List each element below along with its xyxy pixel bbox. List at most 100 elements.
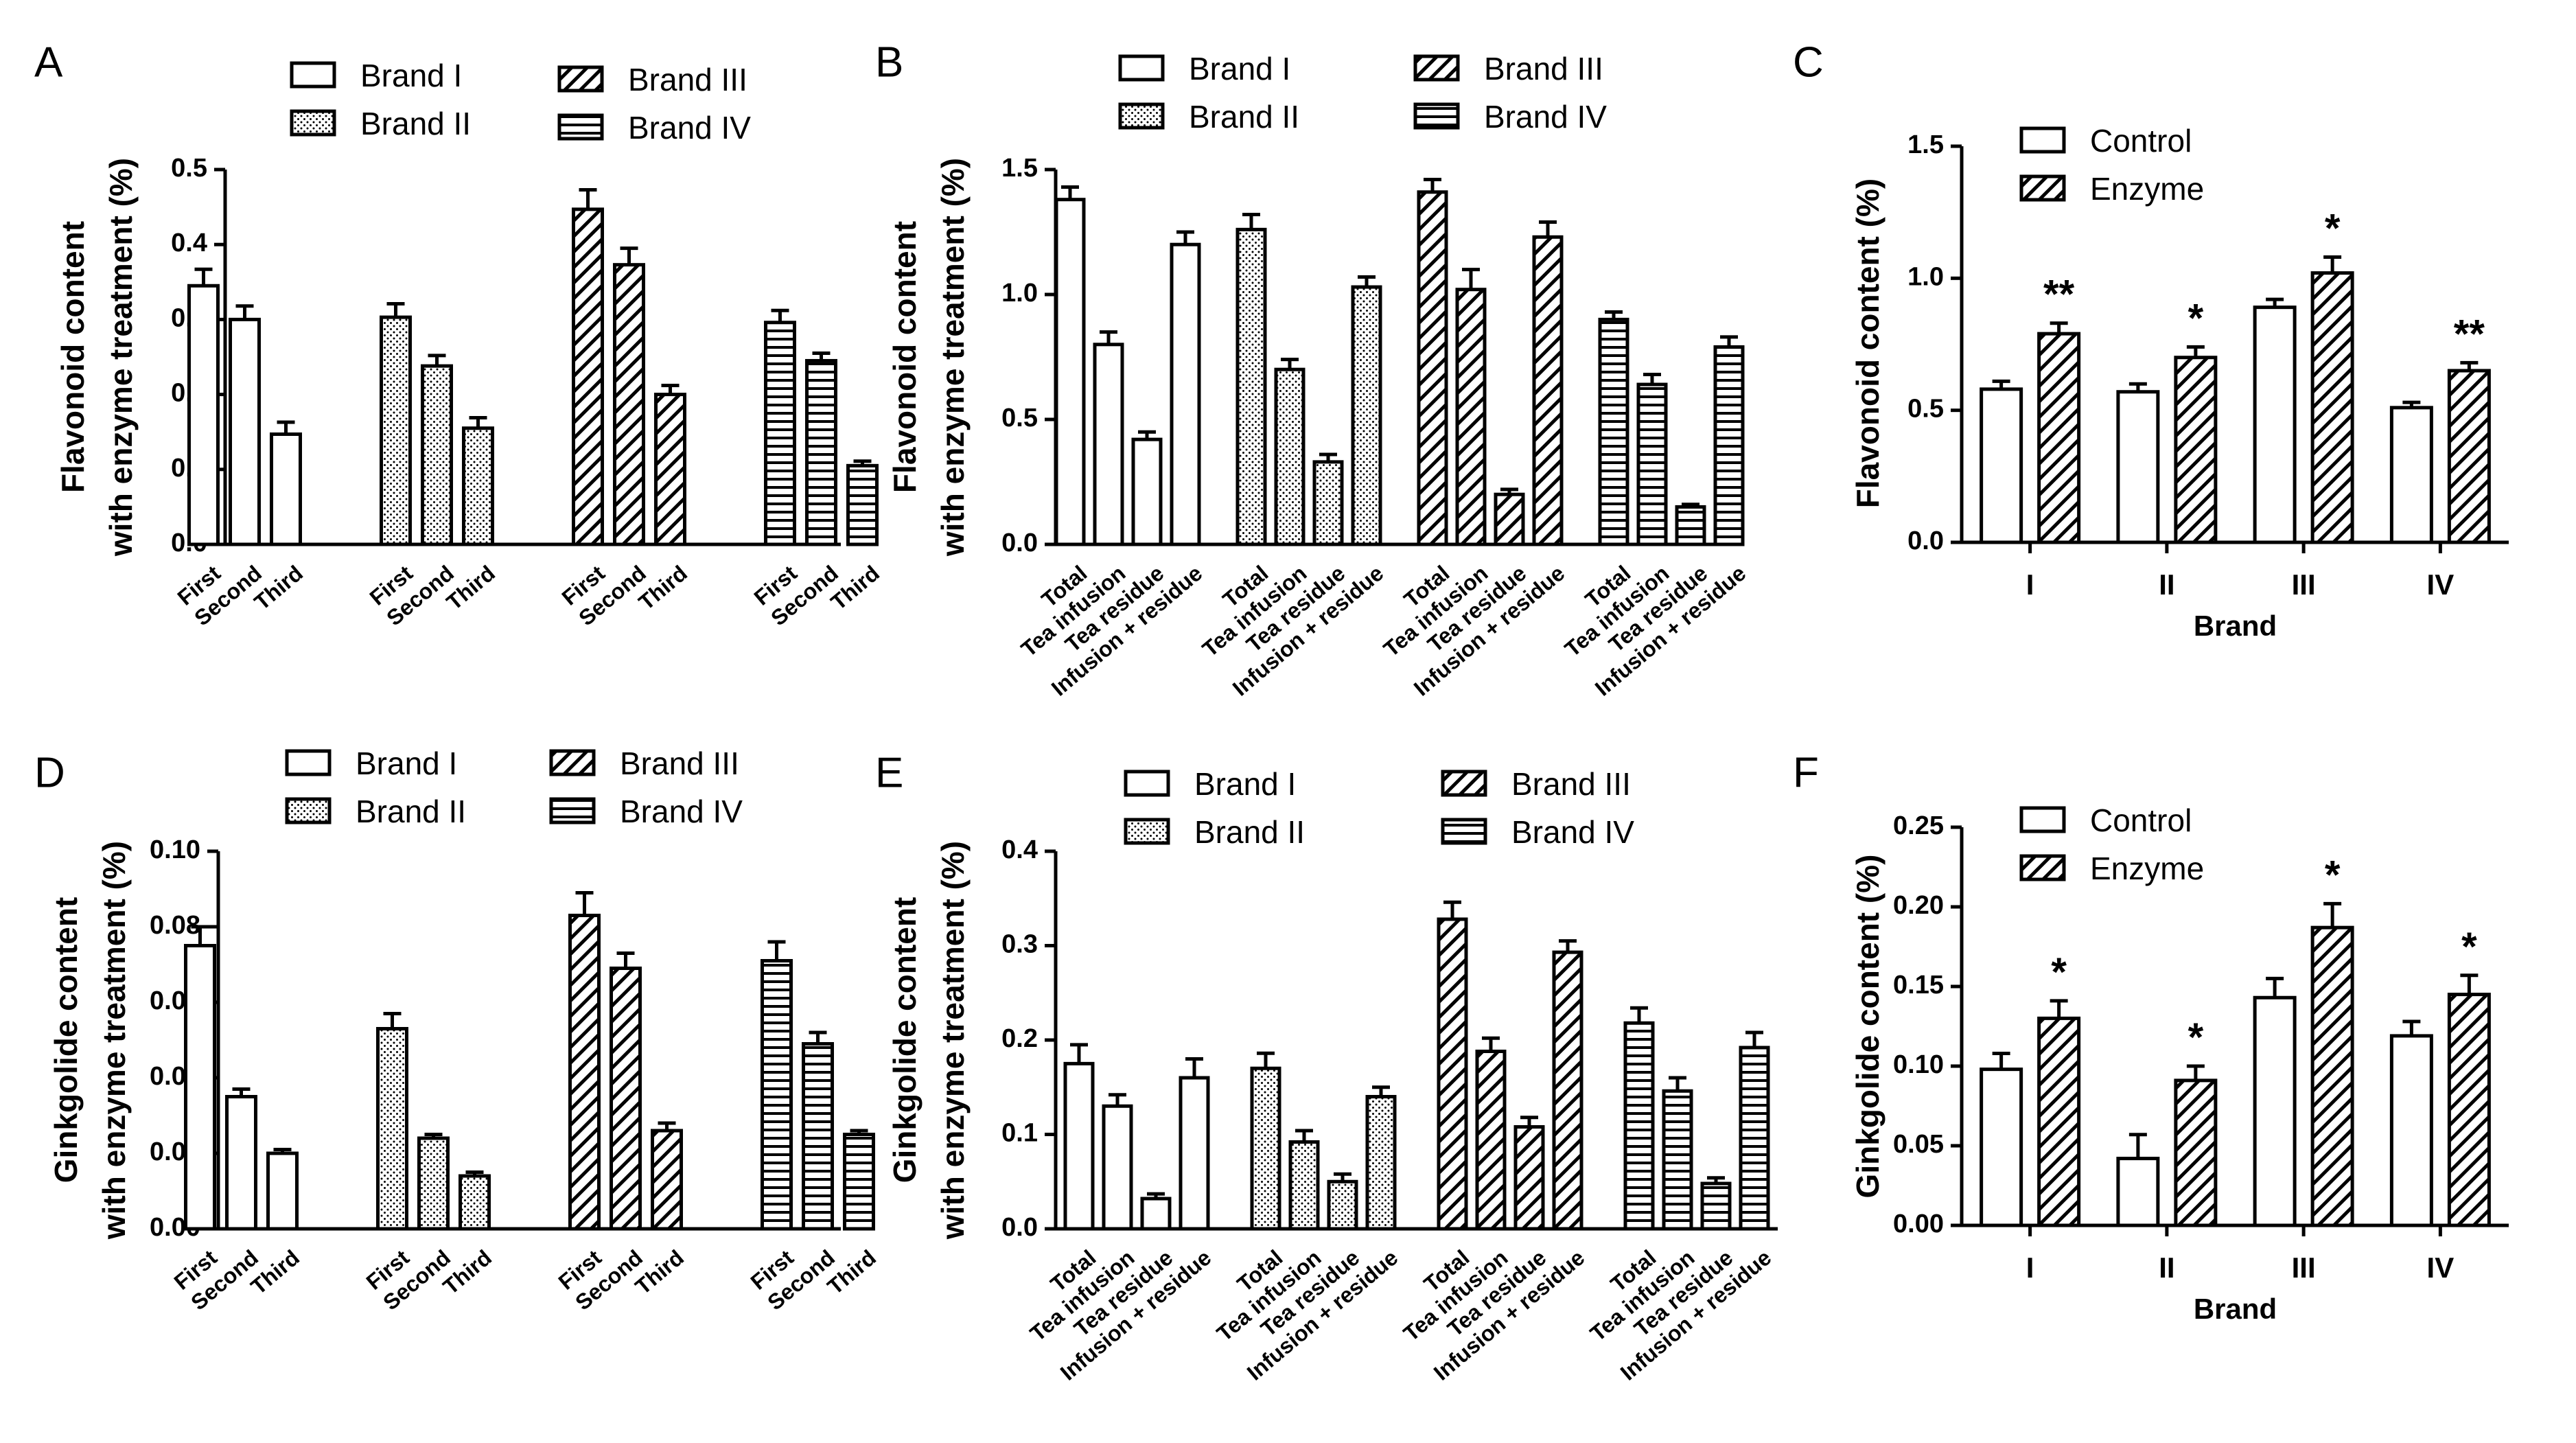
bar — [462, 426, 494, 546]
bar — [613, 263, 645, 546]
legend-label: Brand II — [1194, 814, 1305, 850]
legend-label: Brand I — [1189, 51, 1290, 86]
bar — [2447, 369, 2491, 544]
y-tick-label: 0.05 — [1893, 1130, 1944, 1159]
bar — [1365, 1095, 1397, 1231]
bar — [1288, 1140, 1320, 1231]
bar — [225, 1095, 257, 1231]
chart-panel-B: B Brand I Brand II Brand III Brand IV 0.0 0.5 1… — [875, 38, 1750, 700]
bar — [1513, 1125, 1545, 1231]
y-tick-label: 0.2 — [1001, 1024, 1038, 1053]
legend-swatch — [549, 749, 596, 776]
bar — [2389, 406, 2433, 544]
bar — [1351, 285, 1382, 546]
bar — [1494, 492, 1525, 546]
y-tick-label: 0.1 — [1001, 1119, 1038, 1148]
y-axis-label: Flavonoid content — [887, 221, 923, 493]
bar — [1475, 1050, 1507, 1231]
y-axis-label: Ginkgolide content — [887, 897, 923, 1184]
bar — [2389, 1034, 2433, 1227]
x-tick-label: Third — [442, 561, 500, 615]
y-axis-label: Ginkgolide content — [48, 897, 84, 1184]
bar — [1170, 242, 1201, 546]
legend-swatch — [2019, 806, 2066, 833]
bar — [2174, 1078, 2218, 1227]
bar — [1700, 1181, 1732, 1231]
legend-swatch — [2019, 126, 2066, 154]
y-tick-label: 0.5 — [1907, 395, 1944, 424]
bar — [1327, 1179, 1358, 1231]
x-tick-label: IV — [2427, 568, 2455, 601]
legend-swatch — [285, 797, 332, 824]
legend-label: Brand III — [1484, 51, 1603, 86]
x-tick-label: IV — [2427, 1251, 2455, 1284]
legend-label: Control — [2090, 123, 2192, 159]
x-tick-label: Third — [823, 1245, 881, 1300]
bar — [2253, 305, 2297, 544]
bar — [568, 914, 601, 1231]
bar — [1532, 235, 1564, 546]
bar — [1054, 198, 1086, 546]
bar — [764, 321, 796, 546]
bar — [1274, 367, 1306, 546]
bar — [459, 1174, 491, 1231]
panel-label: A — [34, 38, 63, 86]
legend-label: Brand IV — [1484, 99, 1607, 135]
bar — [421, 364, 453, 546]
legend-swatch — [557, 65, 604, 93]
bar — [266, 1151, 299, 1231]
bar — [1140, 1197, 1172, 1231]
bar — [1662, 1089, 1693, 1231]
bar — [417, 1136, 450, 1231]
y-tick-label: 1.5 — [1907, 130, 1944, 159]
legend-swatch — [290, 109, 336, 137]
legend-label: Brand II — [356, 794, 466, 829]
y-axis-label: Ginkgolide content (%) — [1850, 855, 1885, 1199]
bar — [2253, 995, 2297, 1227]
bar — [1093, 343, 1124, 546]
legend-swatch — [2019, 174, 2066, 202]
panel-label: B — [875, 38, 903, 86]
y-tick-label: 0.0 — [1001, 1213, 1038, 1242]
legend-swatch — [549, 797, 596, 824]
y-tick-label: 0.3 — [1001, 930, 1038, 959]
bar — [2447, 993, 2491, 1227]
chart-panel-F: F Control Enzyme 0.00 0.05 0.10 0.15 0.20 0.25 Gi… — [1793, 749, 2509, 1325]
legend-label: Brand IV — [1511, 814, 1634, 850]
significance-marker: * — [2325, 853, 2341, 897]
bar — [2037, 332, 2081, 544]
x-axis-label: Brand — [2194, 610, 2277, 642]
bar — [2310, 271, 2354, 544]
legend-swatch — [1413, 54, 1460, 82]
bar — [376, 1027, 408, 1231]
significance-marker: ** — [2043, 273, 2075, 317]
bar — [1063, 1061, 1095, 1231]
bar — [846, 463, 879, 546]
bar — [1455, 288, 1487, 546]
y-axis-label: Flavonoid content (%) — [1850, 178, 1885, 508]
bar — [1980, 387, 2023, 544]
bar — [1598, 317, 1629, 546]
x-tick-label: III — [2292, 1251, 2316, 1284]
bar — [1417, 190, 1448, 546]
x-tick-label: I — [2026, 1251, 2034, 1284]
bar — [2116, 1157, 2160, 1227]
y-tick-label: 0.25 — [1893, 811, 1944, 840]
bar — [380, 315, 412, 546]
x-tick-label: Third — [250, 561, 308, 615]
y-tick-label: 0.0 — [1001, 529, 1038, 557]
y-tick-label: 0.4 — [171, 229, 207, 257]
legend-swatch — [2019, 854, 2066, 881]
x-tick-label: Third — [439, 1245, 496, 1300]
significance-marker: * — [2325, 207, 2341, 251]
y-axis-label: with enzyme treatment (%) — [103, 158, 139, 557]
chart-panel-C: C Control Enzyme 0.0 0.5 1.0 1.5 Flavonoid cont… — [1793, 38, 2509, 642]
bar — [802, 1042, 834, 1231]
legend-swatch — [1413, 102, 1460, 130]
bar — [1179, 1076, 1210, 1231]
bar — [270, 432, 302, 546]
bar — [654, 393, 686, 546]
bar — [1552, 950, 1583, 1231]
